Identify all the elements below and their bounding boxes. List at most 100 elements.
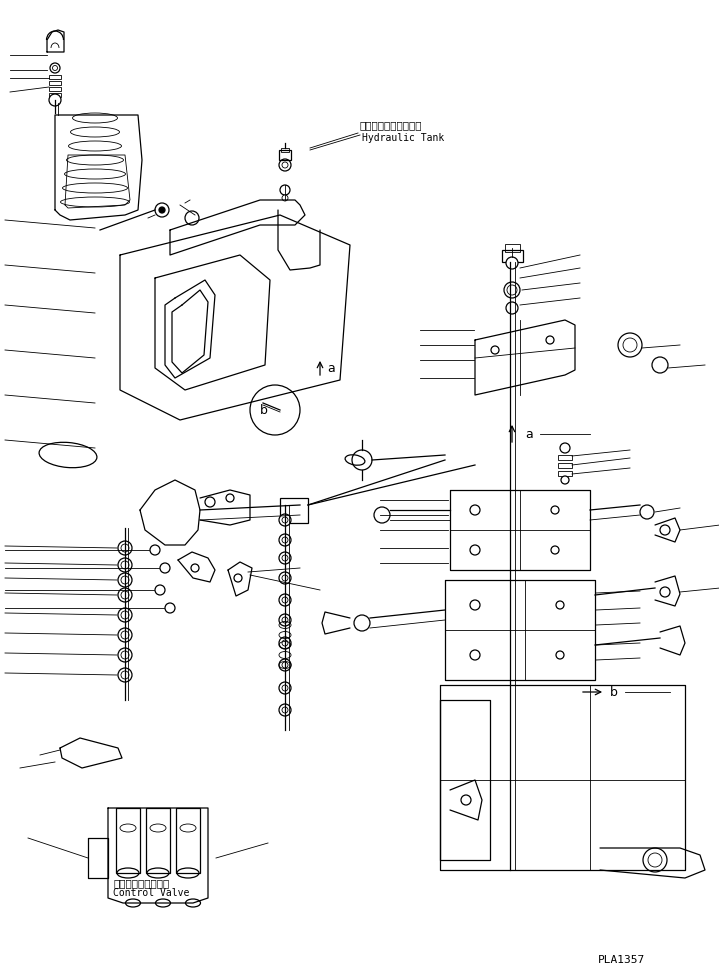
Circle shape bbox=[560, 443, 570, 453]
Text: Control Valve: Control Valve bbox=[113, 888, 189, 898]
Bar bbox=[49, 81, 61, 85]
Circle shape bbox=[660, 587, 670, 597]
Circle shape bbox=[470, 505, 480, 515]
Circle shape bbox=[470, 545, 480, 555]
Bar bbox=[49, 87, 61, 91]
Text: b: b bbox=[260, 404, 268, 416]
Circle shape bbox=[506, 302, 518, 314]
Circle shape bbox=[282, 617, 288, 623]
Circle shape bbox=[279, 572, 291, 584]
Circle shape bbox=[279, 704, 291, 716]
Circle shape bbox=[279, 682, 291, 694]
Circle shape bbox=[279, 637, 291, 649]
Bar bbox=[116, 808, 140, 873]
Circle shape bbox=[648, 853, 662, 867]
Circle shape bbox=[374, 507, 390, 523]
Circle shape bbox=[280, 185, 290, 195]
Circle shape bbox=[470, 650, 480, 660]
Circle shape bbox=[165, 603, 175, 613]
Bar bbox=[558, 455, 572, 460]
Circle shape bbox=[282, 162, 288, 168]
Circle shape bbox=[279, 552, 291, 564]
Text: a: a bbox=[525, 428, 533, 441]
Circle shape bbox=[546, 336, 554, 344]
Circle shape bbox=[652, 357, 668, 373]
Circle shape bbox=[118, 608, 132, 622]
Circle shape bbox=[121, 611, 129, 619]
Circle shape bbox=[155, 203, 169, 217]
Text: b: b bbox=[610, 686, 618, 699]
Text: PLA1357: PLA1357 bbox=[598, 955, 645, 965]
Circle shape bbox=[121, 651, 129, 659]
Circle shape bbox=[160, 563, 170, 573]
Circle shape bbox=[279, 514, 291, 526]
Circle shape bbox=[150, 545, 160, 555]
Circle shape bbox=[282, 597, 288, 603]
Circle shape bbox=[185, 211, 199, 225]
Bar bbox=[558, 471, 572, 476]
Circle shape bbox=[470, 600, 480, 610]
Circle shape bbox=[282, 707, 288, 713]
Circle shape bbox=[121, 591, 129, 599]
Circle shape bbox=[282, 575, 288, 581]
Circle shape bbox=[556, 651, 564, 659]
Circle shape bbox=[118, 541, 132, 555]
Circle shape bbox=[561, 476, 569, 484]
Circle shape bbox=[121, 671, 129, 679]
Circle shape bbox=[118, 628, 132, 642]
Circle shape bbox=[121, 631, 129, 639]
Circle shape bbox=[640, 505, 654, 519]
Bar bbox=[279, 150, 291, 160]
Circle shape bbox=[282, 517, 288, 523]
Circle shape bbox=[282, 662, 288, 668]
Circle shape bbox=[279, 534, 291, 546]
Circle shape bbox=[282, 195, 288, 201]
Circle shape bbox=[159, 207, 165, 213]
Bar bbox=[505, 244, 520, 252]
Circle shape bbox=[205, 497, 215, 507]
Circle shape bbox=[491, 346, 499, 354]
Circle shape bbox=[551, 506, 559, 514]
Circle shape bbox=[49, 94, 61, 106]
Circle shape bbox=[279, 594, 291, 606]
Circle shape bbox=[50, 63, 60, 73]
Circle shape bbox=[118, 588, 132, 602]
Circle shape bbox=[121, 576, 129, 584]
Text: a: a bbox=[327, 361, 335, 374]
Circle shape bbox=[504, 282, 520, 298]
Text: コントロールバルブ: コントロールバルブ bbox=[113, 878, 169, 888]
Circle shape bbox=[118, 573, 132, 587]
Circle shape bbox=[643, 848, 667, 872]
Circle shape bbox=[118, 558, 132, 572]
Circle shape bbox=[279, 159, 291, 171]
Circle shape bbox=[226, 494, 234, 502]
Circle shape bbox=[506, 257, 518, 269]
Circle shape bbox=[551, 546, 559, 554]
Bar bbox=[146, 808, 170, 873]
Ellipse shape bbox=[147, 868, 169, 878]
Circle shape bbox=[660, 525, 670, 535]
Circle shape bbox=[618, 333, 642, 357]
Bar bbox=[176, 808, 200, 873]
Circle shape bbox=[118, 648, 132, 662]
Circle shape bbox=[121, 561, 129, 569]
Circle shape bbox=[250, 385, 300, 435]
Circle shape bbox=[155, 585, 165, 595]
Circle shape bbox=[461, 795, 471, 805]
Text: Hydraulic Tank: Hydraulic Tank bbox=[362, 133, 444, 143]
Circle shape bbox=[234, 574, 242, 582]
Circle shape bbox=[282, 555, 288, 561]
Bar bbox=[502, 250, 523, 262]
Bar bbox=[558, 463, 572, 468]
Bar bbox=[49, 75, 61, 79]
Bar bbox=[281, 148, 289, 152]
Circle shape bbox=[191, 564, 199, 572]
Ellipse shape bbox=[117, 868, 139, 878]
Bar bbox=[280, 498, 308, 523]
Circle shape bbox=[118, 668, 132, 682]
Circle shape bbox=[354, 615, 370, 631]
Circle shape bbox=[507, 285, 517, 295]
Circle shape bbox=[279, 659, 291, 671]
Text: ハイドロリックタンク: ハイドロリックタンク bbox=[360, 120, 423, 130]
Circle shape bbox=[121, 544, 129, 552]
